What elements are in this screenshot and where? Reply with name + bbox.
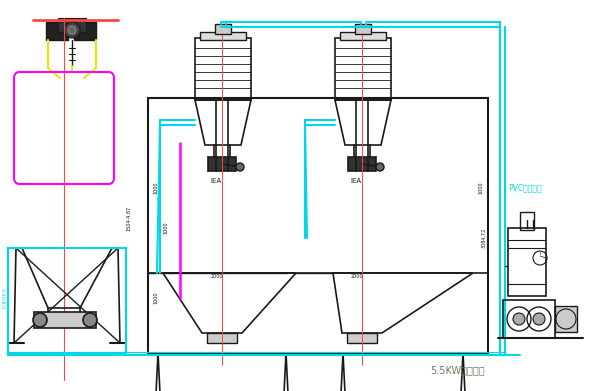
Text: IEA: IEA <box>350 178 361 184</box>
Text: 1000: 1000 <box>153 182 158 194</box>
Bar <box>555 306 577 332</box>
Bar <box>340 32 386 40</box>
Text: 1000: 1000 <box>163 222 168 234</box>
Circle shape <box>236 163 244 171</box>
Text: 3084.72: 3084.72 <box>482 228 487 248</box>
Bar <box>58 18 86 32</box>
Bar <box>503 300 555 338</box>
Text: 1000: 1000 <box>153 292 158 304</box>
Circle shape <box>533 313 545 325</box>
Bar <box>215 24 231 34</box>
Circle shape <box>33 313 47 327</box>
Bar <box>347 333 377 343</box>
Text: 1000: 1000 <box>478 182 483 194</box>
Bar <box>74 22 96 40</box>
Bar <box>348 157 376 171</box>
Text: PVC锂丝软管: PVC锂丝软管 <box>508 183 542 192</box>
Bar <box>208 157 236 171</box>
Text: 1504-4.87: 1504-4.87 <box>126 205 131 231</box>
Circle shape <box>64 22 80 38</box>
Bar <box>508 228 546 296</box>
Text: 消
石
灰: 消 石 灰 <box>1 291 5 309</box>
Bar <box>46 22 68 40</box>
Bar <box>335 38 391 100</box>
Bar <box>148 98 488 353</box>
Bar <box>195 38 251 100</box>
Bar <box>34 312 96 328</box>
Circle shape <box>68 26 76 34</box>
Bar <box>8 248 126 353</box>
Bar <box>355 24 371 34</box>
Text: 2000: 2000 <box>211 274 223 279</box>
Circle shape <box>83 313 97 327</box>
Bar <box>207 333 237 343</box>
Text: 2000: 2000 <box>351 274 363 279</box>
Bar <box>200 32 246 40</box>
Circle shape <box>376 163 384 171</box>
Circle shape <box>513 313 525 325</box>
Text: 5.5KW罗茨风机: 5.5KW罗茨风机 <box>430 365 485 375</box>
Bar <box>520 212 534 230</box>
Text: IEA: IEA <box>210 178 221 184</box>
